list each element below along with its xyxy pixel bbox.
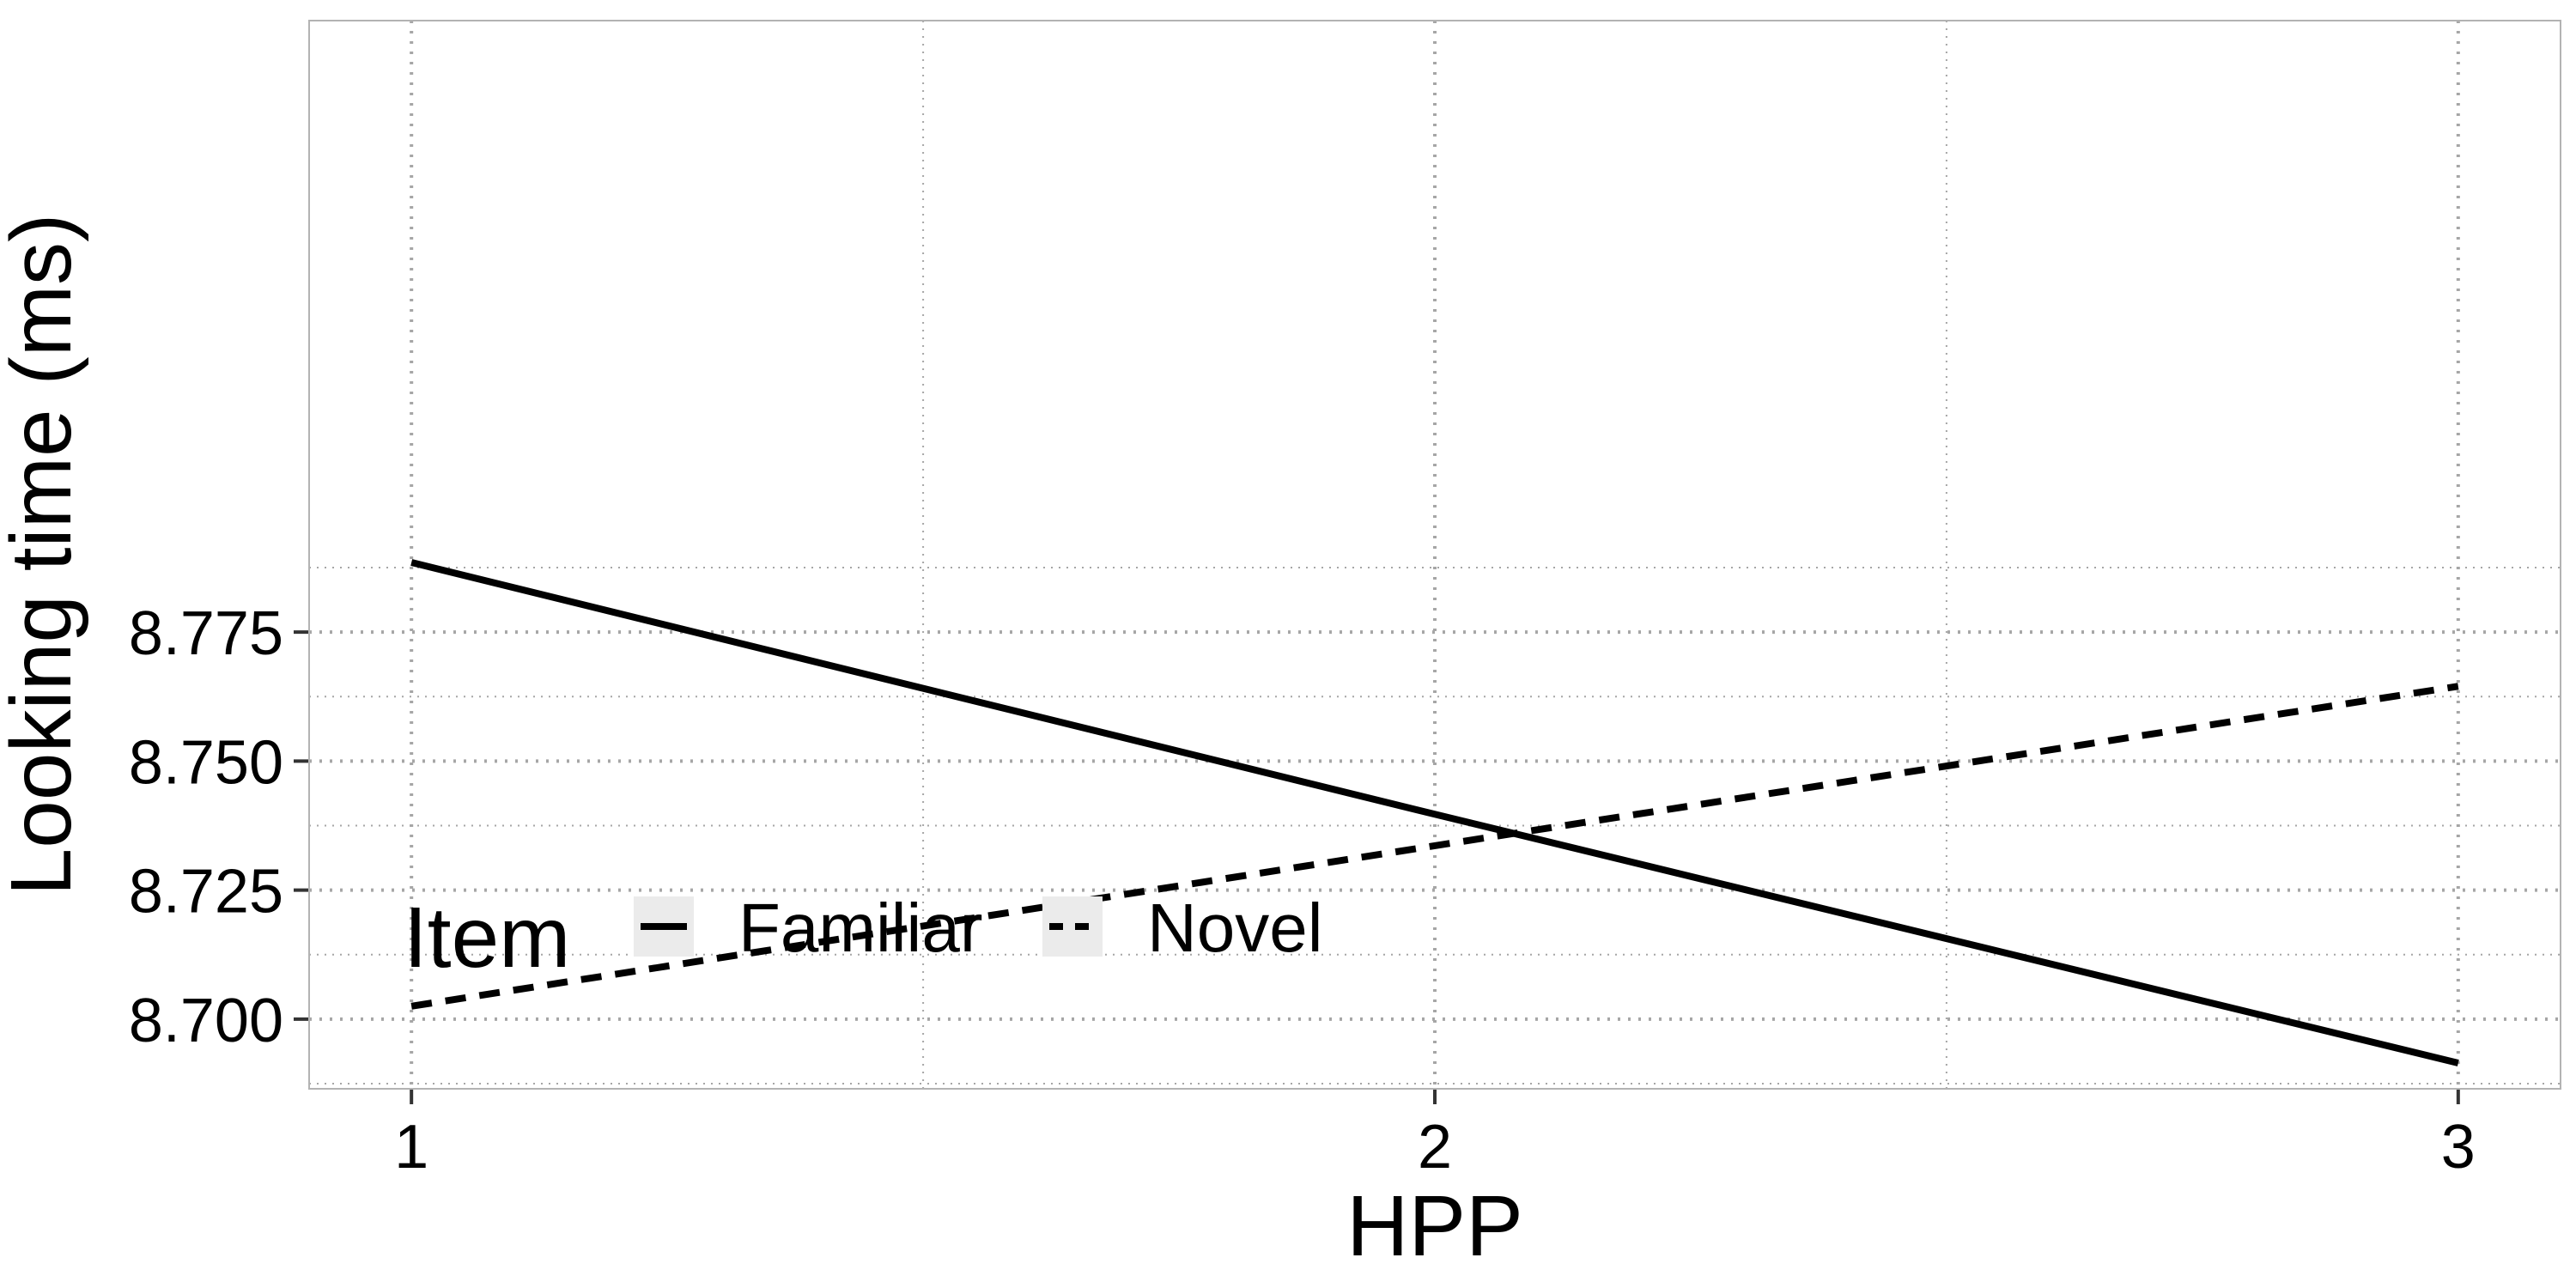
series-line-familiar <box>410 559 2459 1066</box>
legend-item-familiar: Familiar <box>634 890 982 966</box>
series-line-novel <box>410 683 2459 1010</box>
series-lines <box>410 559 2459 1066</box>
legend-label-novel: Novel <box>1147 890 1323 966</box>
axis-ticks <box>294 630 2460 1104</box>
x-tick-label: 1 <box>394 1113 428 1182</box>
x-tick-labels: 1 2 3 <box>394 1113 2476 1182</box>
y-tick-label: 8.700 <box>129 987 283 1055</box>
x-tick-label: 2 <box>1418 1113 1452 1182</box>
y-tick-label: 8.750 <box>129 728 283 797</box>
legend-title: Item <box>404 890 570 986</box>
grid <box>309 21 2561 1089</box>
y-axis-title: Looking time (ms) <box>0 214 89 896</box>
legend-item-novel: Novel <box>1042 890 1323 966</box>
legend: Item Familiar Novel <box>404 890 1323 986</box>
x-axis-title: HPP <box>1346 1178 1523 1274</box>
plot-panel <box>308 20 2561 1090</box>
y-tick-labels: 8.700 8.725 8.750 8.775 <box>129 599 283 1055</box>
legend-label-familiar: Familiar <box>738 890 982 966</box>
y-tick-label: 8.725 <box>129 858 283 927</box>
y-tick-label: 8.775 <box>129 599 283 668</box>
x-tick-label: 3 <box>2441 1113 2476 1182</box>
